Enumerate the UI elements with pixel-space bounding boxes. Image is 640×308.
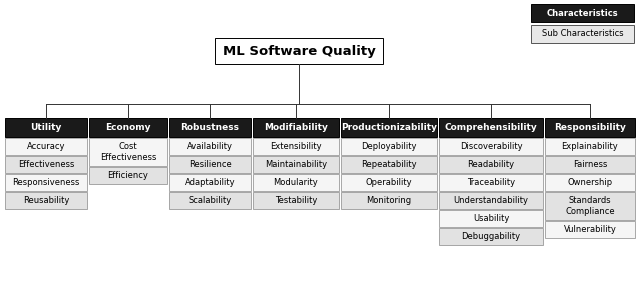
Text: Resilience: Resilience	[189, 160, 232, 169]
Text: Comprehensibility: Comprehensibility	[445, 123, 538, 132]
Bar	[439, 174, 543, 191]
Text: Effectiveness: Effectiveness	[18, 160, 74, 169]
Bar	[215, 38, 383, 64]
Bar	[5, 156, 87, 173]
Text: Usability: Usability	[473, 214, 509, 223]
Bar	[439, 210, 543, 227]
Bar	[439, 228, 543, 245]
Text: Reusability: Reusability	[23, 196, 69, 205]
Text: Testability: Testability	[275, 196, 317, 205]
Text: Understandability: Understandability	[454, 196, 529, 205]
Bar	[89, 167, 167, 184]
Bar	[341, 174, 437, 191]
Bar	[169, 156, 251, 173]
Text: Debuggability: Debuggability	[461, 232, 520, 241]
Text: Maintainability: Maintainability	[265, 160, 327, 169]
Text: Characteristics: Characteristics	[547, 9, 618, 18]
Bar	[5, 138, 87, 155]
Bar	[5, 192, 87, 209]
Text: Efficiency: Efficiency	[108, 171, 148, 180]
Text: Responsiveness: Responsiveness	[12, 178, 80, 187]
Bar	[531, 25, 634, 43]
Text: Robustness: Robustness	[180, 123, 239, 132]
Bar	[253, 174, 339, 191]
Bar	[545, 156, 635, 173]
Text: Explainability: Explainability	[562, 142, 618, 151]
Bar	[169, 138, 251, 155]
Text: Extensibility: Extensibility	[270, 142, 322, 151]
Bar	[89, 138, 167, 166]
Text: Scalability: Scalability	[188, 196, 232, 205]
Bar	[253, 156, 339, 173]
Bar	[169, 118, 251, 137]
Bar	[253, 138, 339, 155]
Bar	[439, 118, 543, 137]
Text: Monitoring: Monitoring	[367, 196, 412, 205]
Bar	[531, 4, 634, 22]
Bar	[341, 156, 437, 173]
Text: Fairness: Fairness	[573, 160, 607, 169]
Text: Deployability: Deployability	[361, 142, 417, 151]
Bar	[169, 174, 251, 191]
Bar	[545, 221, 635, 238]
Text: Modifiability: Modifiability	[264, 123, 328, 132]
Bar	[5, 174, 87, 191]
Text: Adaptability: Adaptability	[185, 178, 236, 187]
Bar	[439, 192, 543, 209]
Text: Repeatability: Repeatability	[361, 160, 417, 169]
Text: Readability: Readability	[467, 160, 515, 169]
Text: Responsibility: Responsibility	[554, 123, 626, 132]
Text: Operability: Operability	[365, 178, 412, 187]
Bar	[439, 156, 543, 173]
Bar	[545, 192, 635, 220]
Bar	[439, 138, 543, 155]
Bar	[253, 192, 339, 209]
Text: Discoverability: Discoverability	[460, 142, 522, 151]
Text: Availability: Availability	[187, 142, 233, 151]
Bar	[169, 192, 251, 209]
Text: Modularity: Modularity	[274, 178, 318, 187]
Bar	[545, 118, 635, 137]
Text: Ownership: Ownership	[568, 178, 612, 187]
Text: Economy: Economy	[105, 123, 151, 132]
Text: Sub Characteristics: Sub Characteristics	[541, 30, 623, 38]
Text: ML Software Quality: ML Software Quality	[223, 44, 376, 58]
Bar	[89, 118, 167, 137]
Bar	[545, 138, 635, 155]
Text: Traceability: Traceability	[467, 178, 515, 187]
Bar	[5, 118, 87, 137]
Text: Standards
Compliance: Standards Compliance	[565, 196, 615, 216]
Text: Accuracy: Accuracy	[27, 142, 65, 151]
Text: Cost
Effectiveness: Cost Effectiveness	[100, 142, 156, 162]
Text: Vulnerability: Vulnerability	[564, 225, 616, 234]
Bar	[545, 174, 635, 191]
Bar	[341, 192, 437, 209]
Text: Utility: Utility	[30, 123, 61, 132]
Text: Productionizability: Productionizability	[341, 123, 437, 132]
Bar	[253, 118, 339, 137]
Bar	[341, 118, 437, 137]
Bar	[341, 138, 437, 155]
